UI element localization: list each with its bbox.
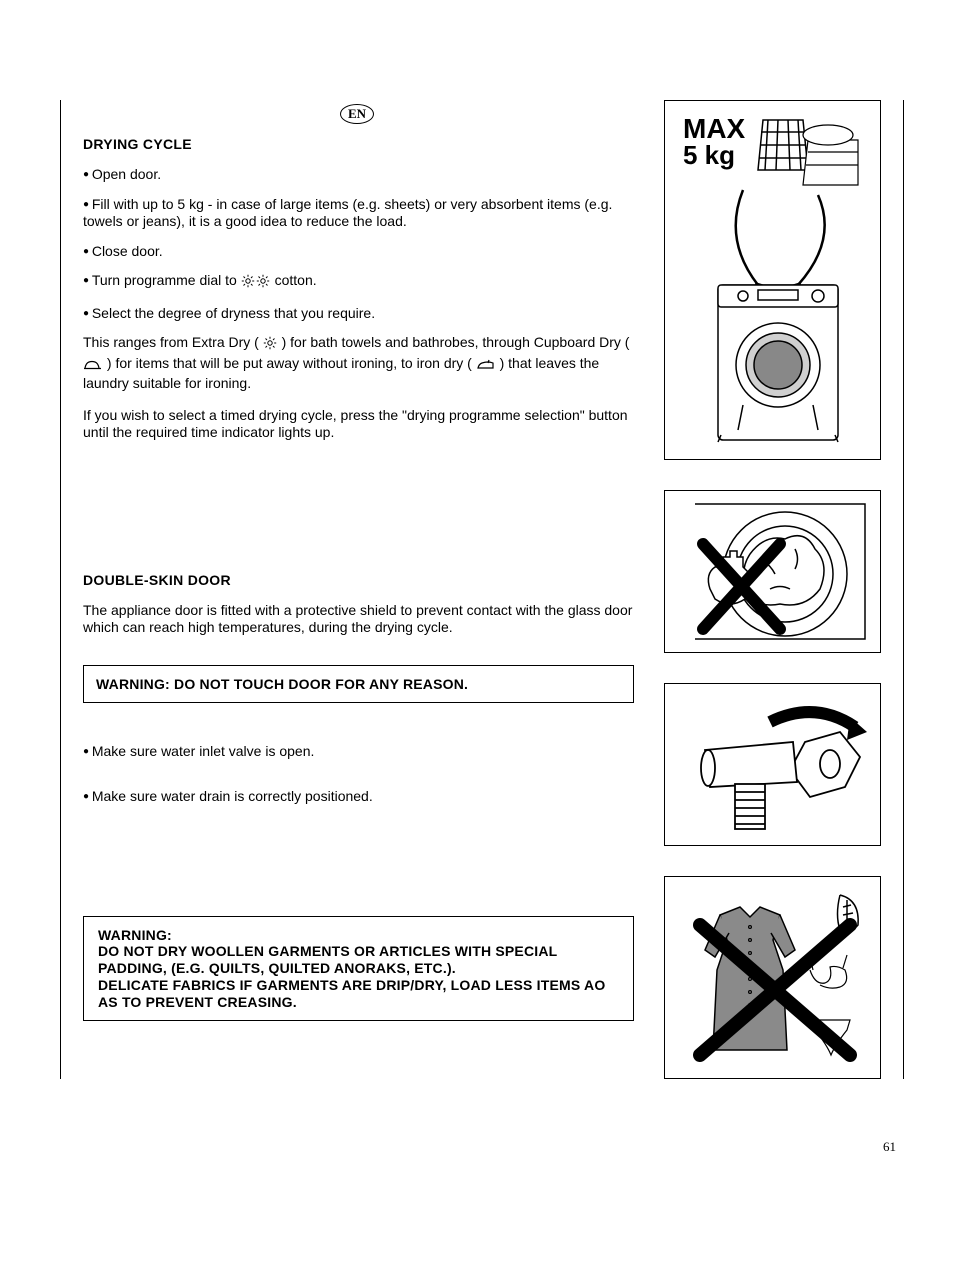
bullet-fill-load: Fill with up to 5 kg - in case of large … xyxy=(83,196,634,231)
right-column: MAX 5 kg xyxy=(664,100,904,1079)
bullet-open-door: Open door. xyxy=(83,166,634,184)
warning-line2: DELICATE FABRICS IF GARMENTS ARE DRIP/DR… xyxy=(98,977,619,1011)
figure-max-load: MAX 5 kg xyxy=(664,100,881,460)
warning-title: WARNING: xyxy=(98,927,619,944)
language-badge: EN xyxy=(340,104,374,124)
text-turn-dial-pre: Turn programme dial to xyxy=(92,272,241,288)
warning-do-not-touch: WARNING: DO NOT TOUCH DOOR FOR ANY REASO… xyxy=(83,665,634,703)
heading-drying-cycle: DRYING CYCLE xyxy=(83,136,634,152)
left-column: DRYING CYCLE Open door. Fill with up to … xyxy=(60,100,644,1079)
no-wool-illustration xyxy=(675,885,870,1070)
figure-do-not-touch-drum xyxy=(664,490,881,653)
page-container: DRYING CYCLE Open door. Fill with up to … xyxy=(0,0,954,1119)
bullet-water-drain: Make sure water drain is correctly posit… xyxy=(83,788,634,806)
bullet-select-dryness: Select the degree of dryness that you re… xyxy=(83,305,634,323)
text-range-mid2: ) for items that will be put away withou… xyxy=(107,355,476,371)
text-range-mid1: ) for bath towels and bathrobes, through… xyxy=(282,334,630,350)
extra-dry-icon xyxy=(263,336,278,355)
warning-line1: DO NOT DRY WOOLLEN GARMENTS OR ARTICLES … xyxy=(98,943,619,977)
bullet-close-door: Close door. xyxy=(83,243,634,261)
valve-illustration xyxy=(675,692,870,837)
para-dryness-range: This ranges from Extra Dry ( ) for bath … xyxy=(83,334,634,393)
sun-icon xyxy=(241,274,271,293)
page-number: 61 xyxy=(883,1139,896,1155)
heading-double-skin-door: DOUBLE-SKIN DOOR xyxy=(83,572,634,588)
para-timed-cycle: If you wish to select a timed drying cyc… xyxy=(83,407,634,442)
figure-no-woollen xyxy=(664,876,881,1079)
iron-dry-icon xyxy=(476,357,496,376)
warning-woollen: WARNING: DO NOT DRY WOOLLEN GARMENTS OR … xyxy=(83,916,634,1022)
bullet-inlet-valve: Make sure water inlet valve is open. xyxy=(83,743,634,761)
cupboard-dry-icon xyxy=(83,357,103,376)
text-turn-dial-post: cotton. xyxy=(275,272,317,288)
text-range-pre: This ranges from Extra Dry ( xyxy=(83,334,263,350)
para-door-shield: The appliance door is fitted with a prot… xyxy=(83,602,634,637)
fig-text-5kg: 5 kg xyxy=(683,140,735,170)
bullet-turn-dial: Turn programme dial to xyxy=(83,272,634,293)
figure-water-valve xyxy=(664,683,881,846)
drum-no-touch-illustration xyxy=(675,499,870,644)
max-load-illustration: MAX 5 kg xyxy=(673,110,873,450)
